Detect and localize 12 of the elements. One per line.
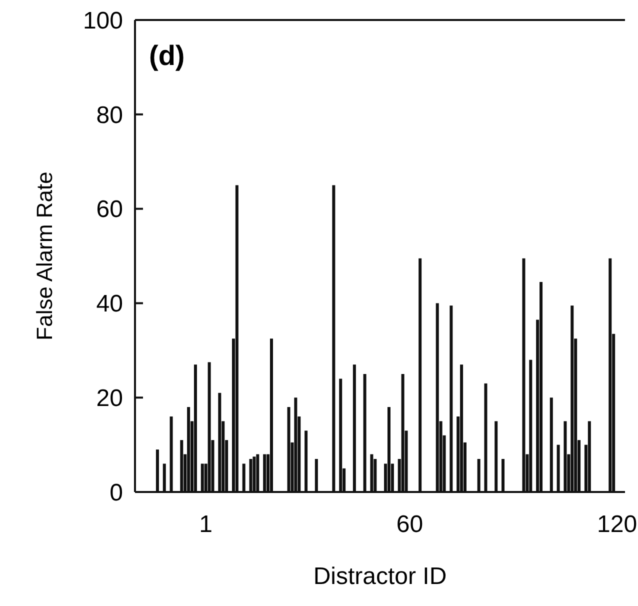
x-tick-label: 1 — [199, 511, 213, 538]
y-tick-label: 0 — [110, 479, 123, 506]
annotation: (d) — [149, 40, 185, 71]
x-tick-label: 120 — [597, 511, 638, 538]
y-tick-label: 60 — [96, 196, 123, 224]
x-axis-title: Distractor ID — [313, 563, 447, 590]
y-axis-title: False Alarm Rate — [32, 172, 57, 340]
y-tick-label: 80 — [96, 102, 123, 129]
x-tick-label: 60 — [396, 511, 424, 538]
y-tick-label: 40 — [96, 290, 123, 318]
y-tick-label: 100 — [82, 7, 123, 34]
y-tick-label: 20 — [96, 385, 123, 412]
